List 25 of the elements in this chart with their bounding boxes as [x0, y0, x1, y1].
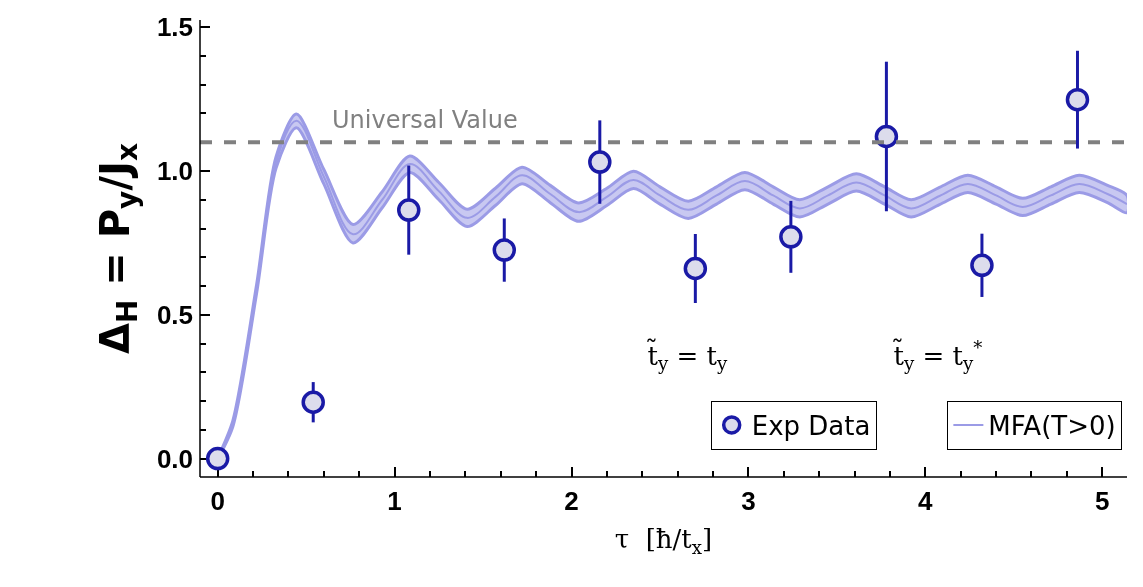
- ref-line-label: Universal Value: [332, 106, 518, 134]
- y-tick-label: 1.5: [156, 12, 194, 43]
- point: [588, 150, 612, 174]
- x-tick-label: 2: [564, 485, 579, 516]
- y-tick-label: 1.0: [156, 156, 194, 187]
- x-tick-label: 4: [918, 485, 934, 516]
- annotation: t̃$_{y}$ = t$_{y}$: [647, 338, 729, 375]
- point: [301, 390, 325, 414]
- point: [205, 446, 230, 471]
- x-axis-title: τ [ħ/t$_{x}$]: [614, 524, 713, 558]
- x-tick-label: 0: [210, 485, 225, 516]
- point: [970, 253, 994, 278]
- point: [874, 124, 899, 149]
- point: [1065, 87, 1090, 112]
- x-tick-label: 5: [1095, 485, 1110, 516]
- x-tick-label: 1: [387, 485, 402, 516]
- point: [683, 256, 708, 281]
- legend-label: Exp Data: [751, 411, 871, 442]
- y-tick-label: 0.5: [156, 299, 194, 330]
- point: [492, 238, 517, 262]
- x-tick-label: 3: [741, 485, 756, 516]
- point: [779, 225, 803, 249]
- legend-label: MFA(T>0): [988, 411, 1116, 442]
- y-tick-label: 0.0: [156, 443, 194, 474]
- point: [397, 198, 421, 222]
